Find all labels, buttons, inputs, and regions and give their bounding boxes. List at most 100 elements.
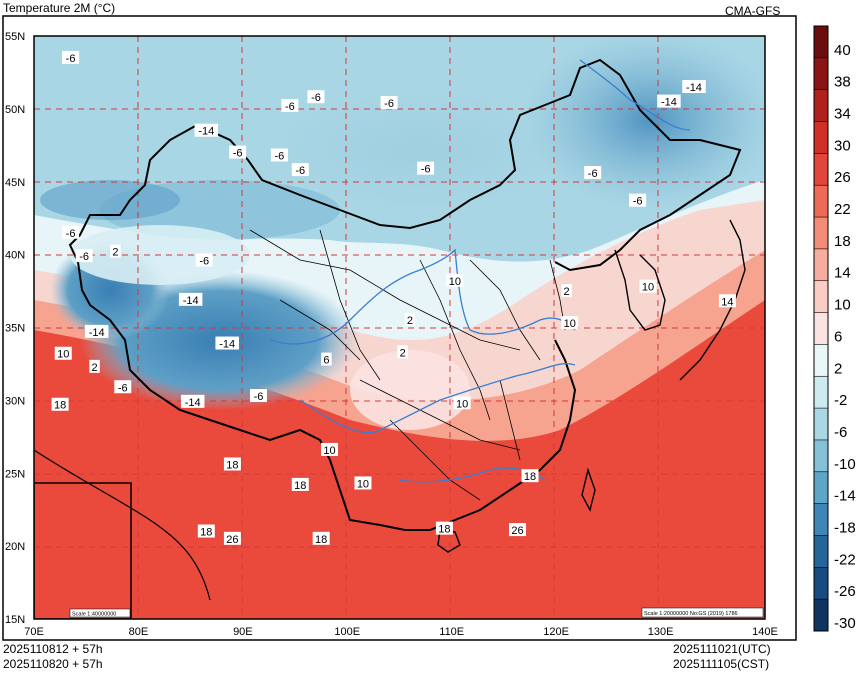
contour-label: 10 [321,442,339,457]
svg-text:-6: -6 [421,164,431,176]
valid-time-utc: 2025111021(UTC) [673,642,771,656]
svg-text:10: 10 [57,349,69,361]
colorbar-label: -6 [834,424,847,441]
svg-text:-6: -6 [384,98,394,110]
contour-label: -14 [180,394,205,409]
svg-text:-6: -6 [254,391,264,403]
colorbar-label: 34 [834,106,851,123]
colorbar-swatch [814,535,828,568]
contour-label: 14 [718,294,736,308]
lon-tick-label: 70E [24,626,44,638]
svg-text:-14: -14 [198,126,214,138]
contour-label: 18 [435,521,453,536]
contour-label: 2 [89,359,100,374]
inset-scale-box: Scale 1:40000000 [69,608,131,618]
lat-tick-label: 15N [5,614,25,626]
colorbar-swatch [814,471,828,505]
inset-frame [34,482,132,619]
svg-text:-6: -6 [66,228,76,240]
lat-tick-label: 35N [5,323,25,335]
lat-lon-grid [34,36,765,619]
map-title: Temperature 2M (°C) [3,1,116,15]
colorbar-label: -22 [834,551,856,568]
contour-label: -6 [281,98,299,113]
svg-text:10: 10 [357,478,369,490]
contour-label: 10 [54,346,72,361]
colorbar-swatch [814,89,828,123]
colorbar-swatch [814,185,828,218]
lat-tick-label: 50N [5,104,25,116]
svg-text:-14: -14 [183,295,199,307]
contour-label: -6 [229,145,247,160]
colorbar-label: 40 [834,42,851,59]
svg-text:-6: -6 [199,255,209,267]
lat-tick-label: 30N [5,395,25,407]
colorbar-swatch [814,439,828,473]
colorbar-swatch [814,312,828,345]
svg-text:2: 2 [400,347,406,359]
colorbar-swatch [814,599,828,632]
colorbar-swatch [814,344,828,377]
contour-label: 18 [51,397,69,412]
contour-label: -6 [417,161,435,176]
svg-text:18: 18 [315,534,327,546]
svg-text:-14: -14 [219,339,235,351]
contour-label: -6 [380,96,398,110]
valid-time-cst: 2025111105(CST) [673,657,770,671]
lat-tick-label: 20N [5,541,25,553]
colorbar-label: 6 [834,328,842,345]
lon-tick-label: 80E [129,626,149,638]
contour-label: 2 [404,313,416,327]
svg-text:-6: -6 [66,53,76,65]
svg-text:-6: -6 [295,165,305,177]
svg-text:-6: -6 [285,101,295,113]
svg-text:18: 18 [200,527,212,539]
colorbar: 40 38 34 30 26 22 18 14 10 6 2 -2 -6 -10 -14 -18 -22 -26 -… [813,25,856,632]
lon-tick-label: 90E [233,626,253,638]
lon-tick-label: 120E [543,626,569,638]
svg-text:-6: -6 [633,196,643,208]
colorbar-label: -18 [834,519,856,536]
svg-text:-6: -6 [79,251,89,263]
contour-label: -6 [291,163,309,177]
lon-tick-label: 110E [439,626,464,638]
colorbar-swatch [814,121,828,154]
contour-label: 10 [561,316,579,330]
contour-label: 10 [639,279,657,294]
contour-label: 2 [110,244,121,259]
svg-text:10: 10 [323,445,335,457]
colorbar-label: -26 [834,583,856,600]
colorbar-swatch [814,26,828,59]
contour-label: 18 [223,457,241,472]
axis-labels: 70E 80E 90E 100E 110E 120E 130E 140E 55N 50N 45N 40… [5,31,778,638]
svg-text:2: 2 [112,247,118,259]
svg-text:-14: -14 [89,327,105,339]
colorbar-swatch [814,567,828,600]
colorbar-label: 38 [834,74,851,91]
contour-label: -14 [194,123,219,138]
svg-text:-6: -6 [118,382,128,394]
model-name: CMA-GFS [725,4,781,18]
colorbar-label: 2 [834,360,842,377]
contour-label: 2 [397,345,408,359]
contour-label: -6 [270,148,288,163]
svg-text:18: 18 [438,524,450,536]
svg-text:10: 10 [456,398,468,410]
init-time-cst: 2025110820 + 57h [3,657,103,671]
contour-label: -6 [114,380,132,394]
colorbar-label: -30 [834,615,856,632]
svg-text:10: 10 [642,282,654,294]
contour-label: 10 [453,396,471,410]
colorbar-swatch [814,217,828,250]
contour-label: -14 [84,324,109,339]
colorbar-label: 14 [834,265,851,282]
contour-label: -6 [195,253,213,267]
figure-frame [2,15,797,641]
contour-label: 18 [312,531,330,546]
svg-text:-14: -14 [686,82,702,94]
colorbar-label: 18 [834,233,851,250]
colorbar-swatch [814,57,828,91]
svg-text:6: 6 [323,355,329,367]
colorbar-label: 26 [834,169,851,186]
